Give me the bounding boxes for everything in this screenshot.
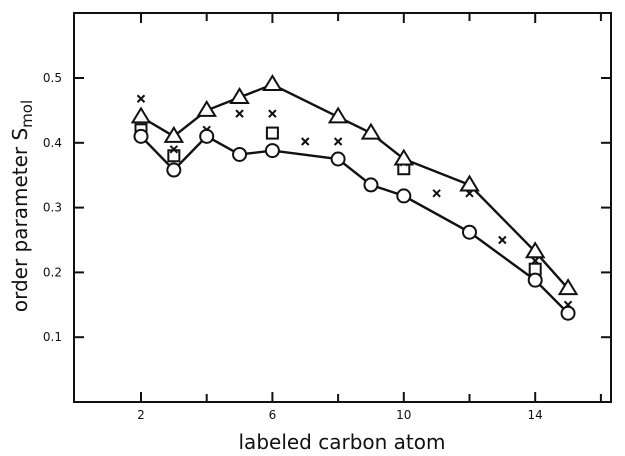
y-axis-label: order parameter Smol <box>8 100 36 312</box>
triangle-marker <box>360 122 382 140</box>
circle-series-line <box>140 134 569 315</box>
series-markers <box>130 74 579 321</box>
triangle-marker <box>557 278 579 296</box>
x-tick-label: 10 <box>396 408 411 422</box>
circle-marker <box>166 162 182 178</box>
circle-marker <box>133 128 149 144</box>
cross-stroke <box>498 235 507 245</box>
triangle-marker <box>229 87 250 104</box>
x-tick-label: 2 <box>137 408 145 422</box>
circle-marker <box>462 224 477 240</box>
plot-frame <box>73 12 612 403</box>
cross-stroke <box>530 256 540 265</box>
cross-stroke <box>136 94 146 103</box>
cross-marker <box>530 256 540 265</box>
triangle-marker <box>262 74 283 92</box>
circle-marker <box>199 128 215 144</box>
triangle-marker <box>327 106 349 124</box>
cross-marker <box>498 235 507 245</box>
circle-marker <box>264 143 280 159</box>
cross-marker <box>169 145 179 154</box>
cross-marker <box>136 94 146 103</box>
series-lines <box>140 83 569 315</box>
cross-marker <box>432 189 441 198</box>
circle-marker <box>396 188 412 204</box>
triangle-marker <box>459 174 480 192</box>
circle-marker <box>330 151 346 167</box>
triangle-marker <box>196 99 217 117</box>
y-tick-label: 0.5 <box>43 71 62 85</box>
y-axis-label-main: order parameter S <box>8 128 32 312</box>
cross-stroke <box>333 137 343 146</box>
y-tick-label: 0.3 <box>43 201 62 215</box>
y-axis-label-subscript: mol <box>18 100 36 128</box>
x-tick-label: 14 <box>528 408 543 422</box>
cross-marker <box>235 109 244 118</box>
cross-marker <box>301 137 310 146</box>
cross-stroke <box>169 145 179 154</box>
triangle-marker <box>130 106 152 124</box>
circle-marker <box>363 177 379 193</box>
square-marker <box>265 126 279 140</box>
circle-marker <box>560 305 576 321</box>
tick-labels: 2 6 10 14 0.1 0.2 0.3 0.4 0.5 <box>43 71 543 422</box>
triangle-marker <box>524 241 546 259</box>
triangle-marker <box>163 125 185 143</box>
y-tick-label: 0.2 <box>43 265 62 279</box>
cross-marker <box>268 109 277 118</box>
cross-stroke <box>301 137 310 146</box>
x-tick-label: 6 <box>269 408 277 422</box>
y-tick-label: 0.1 <box>43 330 62 344</box>
axis-ticks <box>74 13 611 402</box>
circle-marker <box>527 272 543 288</box>
cross-stroke <box>432 189 441 198</box>
circle-marker <box>232 146 248 162</box>
cross-marker <box>333 137 343 146</box>
triangle-marker <box>393 148 415 166</box>
cross-stroke <box>268 109 277 118</box>
y-tick-label: 0.4 <box>43 136 62 150</box>
x-axis-label: labeled carbon atom <box>239 430 446 454</box>
cross-stroke <box>235 109 244 118</box>
